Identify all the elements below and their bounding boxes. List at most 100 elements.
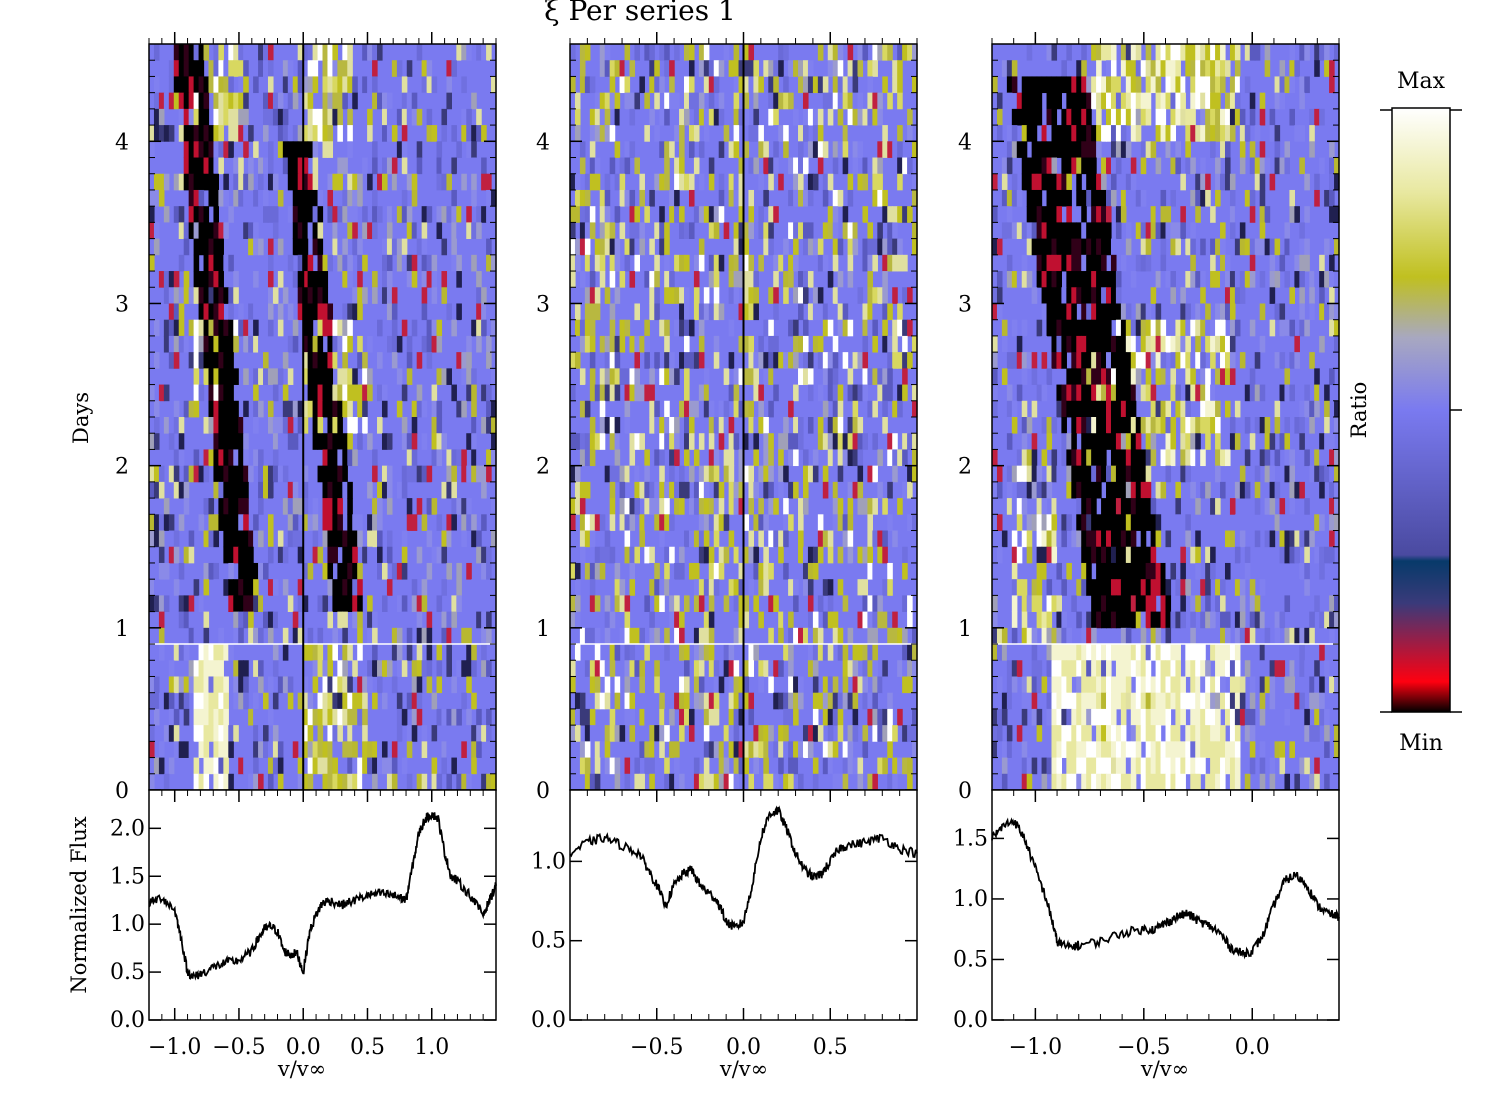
heatmap-cell: [436, 433, 443, 450]
heatmap-cell: [897, 757, 903, 775]
heatmap-cell: [827, 368, 834, 385]
heatmap-cell: [327, 417, 334, 434]
heatmap-cell: [243, 44, 249, 61]
heatmap-cell: [1185, 433, 1191, 450]
heatmap-cell: [198, 189, 205, 207]
heatmap-cell: [872, 254, 878, 272]
heatmap-cell: [158, 481, 165, 499]
heatmap-cell: [733, 125, 740, 142]
heatmap-cell: [317, 595, 324, 613]
heatmap-cell: [589, 644, 596, 661]
heatmap-cell: [877, 384, 883, 402]
heatmap-cell: [1210, 319, 1216, 337]
heatmap-cell: [827, 676, 834, 694]
heatmap-cell: [654, 417, 660, 434]
heatmap-cell: [1130, 368, 1137, 385]
heatmap-cell: [302, 644, 309, 661]
heatmap-cell: [912, 627, 918, 645]
heatmap-cell: [659, 595, 665, 613]
heatmap-cell: [1135, 319, 1142, 337]
heatmap-cell: [1319, 335, 1325, 353]
heatmap-cell: [426, 627, 433, 645]
heatmap-cell: [738, 303, 745, 321]
heatmap-cell: [292, 627, 299, 645]
heatmap-cell: [1096, 76, 1102, 94]
heatmap-cell: [619, 319, 626, 337]
heatmap-cell: [862, 660, 869, 677]
heatmap-cell: [421, 368, 428, 385]
heatmap-cell: [362, 741, 368, 758]
heatmap-cell: [1031, 76, 1038, 94]
heatmap-cell: [773, 76, 779, 94]
heatmap-cell: [322, 595, 329, 613]
heatmap-cell: [1110, 287, 1117, 304]
heatmap-cell: [1180, 173, 1186, 191]
heatmap-cell: [1076, 319, 1082, 337]
heatmap-cell: [748, 76, 755, 94]
heatmap-cell: [173, 335, 180, 353]
heatmap-cell: [589, 222, 596, 240]
heatmap-cell: [679, 400, 685, 418]
heatmap-cell: [302, 352, 309, 369]
heatmap-cell: [198, 319, 205, 337]
heatmap-cell: [812, 44, 819, 61]
heatmap-cell: [669, 92, 675, 110]
heatmap-cell: [406, 271, 413, 288]
heatmap-cell: [1076, 141, 1082, 158]
heatmap-cell: [1081, 222, 1087, 240]
heatmap-cell: [1135, 368, 1142, 385]
heatmap-cell: [867, 530, 873, 548]
heatmap-cell: [778, 725, 784, 742]
heatmap-cell: [599, 125, 606, 142]
heatmap-cell: [1200, 287, 1206, 304]
heatmap-cell: [1264, 206, 1271, 223]
heatmap-cell: [1125, 173, 1132, 191]
heatmap-cell: [604, 352, 611, 369]
heatmap-cell: [837, 595, 844, 613]
heatmap-cell: [1249, 254, 1256, 272]
heatmap-cell: [416, 400, 423, 418]
heatmap-cell: [1229, 92, 1236, 110]
heatmap-cell: [644, 319, 650, 337]
heatmap-cell: [352, 514, 358, 531]
heatmap-cell: [357, 595, 363, 613]
heatmap-cell: [1170, 287, 1177, 304]
heatmap-cell: [491, 400, 497, 418]
heatmap-cell: [1180, 108, 1186, 126]
heatmap-cell: [1150, 76, 1157, 94]
heatmap-cell: [713, 352, 720, 369]
heatmap-cell: [158, 530, 165, 548]
heatmap-cell: [1140, 141, 1147, 158]
heatmap-cell: [1101, 173, 1107, 191]
heatmap-cell: [778, 60, 784, 77]
heatmap-cell: [302, 708, 309, 726]
heatmap-cell: [183, 76, 190, 94]
heatmap-cell: [1046, 287, 1053, 304]
heatmap-cell: [1160, 384, 1167, 402]
heatmap-cell: [847, 741, 854, 758]
heatmap-cell: [679, 627, 685, 645]
heatmap-cell: [852, 384, 859, 402]
heatmap-cell: [327, 335, 334, 353]
heatmap-cell: [426, 352, 433, 369]
heatmap-cell: [238, 757, 244, 775]
heatmap-cell: [1210, 108, 1216, 126]
heatmap-cell: [1224, 206, 1231, 223]
heatmap-cell: [674, 157, 680, 175]
heatmap-cell: [372, 157, 378, 175]
heatmap-cell: [629, 660, 636, 677]
heatmap-cell: [287, 530, 294, 548]
heatmap-cell: [634, 222, 640, 240]
heatmap-cell: [1274, 400, 1281, 418]
heatmap-cell: [223, 725, 229, 742]
heatmap-cell: [1125, 141, 1132, 158]
heatmap-cell: [1021, 433, 1028, 450]
heatmap-cell: [867, 595, 873, 613]
heatmap-cell: [263, 108, 269, 126]
heatmap-cell: [272, 660, 279, 677]
heatmap-cell: [708, 465, 715, 483]
heatmap-cell: [198, 352, 205, 369]
heatmap-cell: [193, 173, 200, 191]
heatmap-cell: [1115, 433, 1122, 450]
heatmap-cell: [223, 400, 229, 418]
